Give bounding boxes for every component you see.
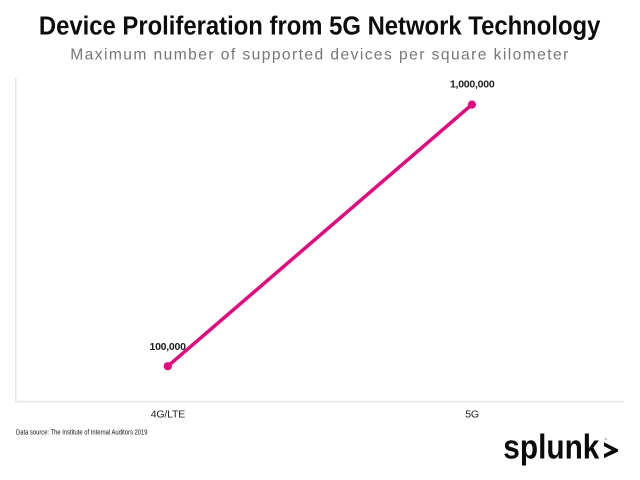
- svg-text:splunk: splunk: [503, 428, 599, 466]
- svg-text:Maximum number of supported de: Maximum number of supported devices per …: [70, 47, 570, 64]
- svg-text:100,000: 100,000: [149, 341, 186, 353]
- svg-text:4G/LTE: 4G/LTE: [151, 408, 185, 420]
- svg-text:1,000,000: 1,000,000: [450, 78, 495, 90]
- svg-text:Device Proliferation from 5G N: Device Proliferation from 5G Network Tec…: [39, 11, 601, 40]
- svg-text:5G: 5G: [465, 409, 479, 421]
- svg-text:Data source: The Institute of: Data source: The Institute of Internal A…: [16, 429, 148, 437]
